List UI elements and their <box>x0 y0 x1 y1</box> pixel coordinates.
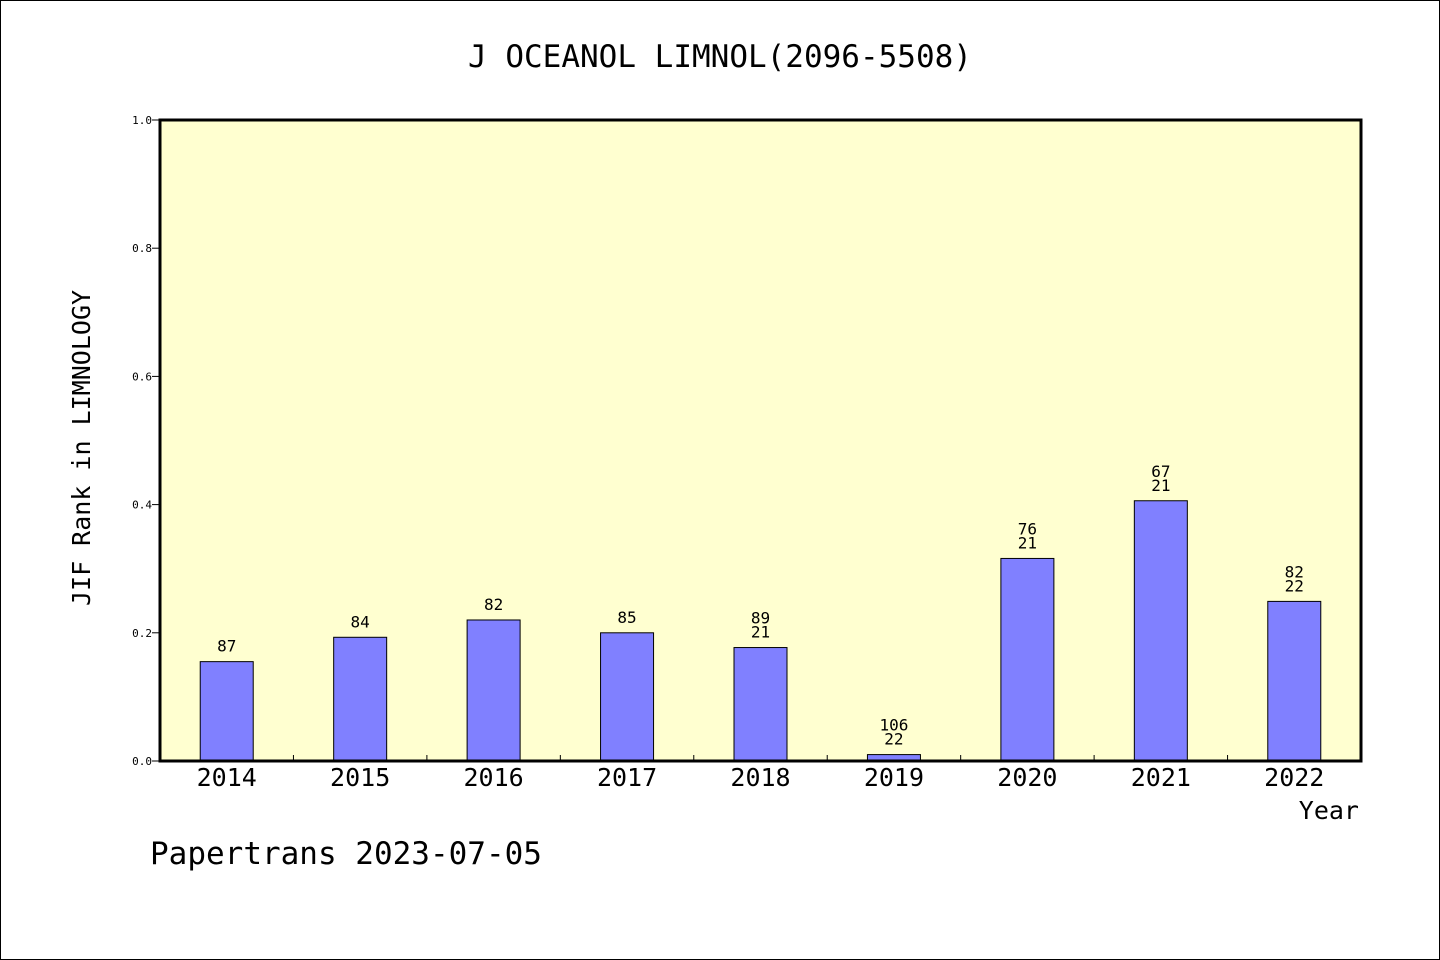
y-tick-label: 0.0 <box>132 755 152 768</box>
bar-data-label: 85 <box>617 608 636 627</box>
x-tick-label: 2016 <box>464 763 524 792</box>
bar-data-label: 84 <box>351 612 370 631</box>
x-tick-label: 2019 <box>864 763 924 792</box>
bar-data-label: 82 <box>484 595 503 614</box>
x-tick-label: 2015 <box>330 763 390 792</box>
bar-data-label: 22 <box>884 730 903 749</box>
y-axis-label: JIF Rank in LIMNOLOGY <box>67 290 96 606</box>
bar <box>600 632 655 762</box>
bars-group <box>199 500 1322 762</box>
bar-data-label: 22 <box>1285 576 1304 595</box>
x-tick-label: 2022 <box>1264 763 1324 792</box>
x-axis: 2014 2015 2016 2017 2018 2019 2020 2021 2022 <box>197 755 1324 792</box>
y-tick-label: 0.4 <box>132 499 152 512</box>
bar-data-label: 89 <box>751 609 770 628</box>
bar-data-label: 76 <box>1018 519 1037 538</box>
bar <box>199 661 254 762</box>
bar <box>333 636 388 762</box>
bar-data-label: 87 <box>217 637 236 656</box>
y-axis: 0.0 0.2 0.4 0.6 0.8 1.0 <box>132 114 160 768</box>
x-tick-label: 2014 <box>197 763 257 792</box>
y-tick-label: 1.0 <box>132 114 152 127</box>
chart-title: J OCEANOL LIMNOL(2096-5508) <box>468 39 972 75</box>
bar-data-label: 106 <box>879 716 908 735</box>
bar <box>466 619 521 762</box>
bar <box>1267 600 1322 762</box>
x-tick-label: 2021 <box>1131 763 1191 792</box>
bar-data-label: 82 <box>1285 562 1304 581</box>
bar <box>1133 500 1188 762</box>
bar-data-label: 21 <box>751 623 770 642</box>
bar-data-label: 21 <box>1018 533 1037 552</box>
x-axis-label: Year <box>1299 796 1359 825</box>
y-tick-label: 0.8 <box>132 242 152 255</box>
bar <box>1000 557 1055 762</box>
y-tick-label: 0.6 <box>132 370 152 383</box>
x-tick-label: 2017 <box>597 763 657 792</box>
bar-data-label: 21 <box>1151 476 1170 495</box>
plot-border <box>158 118 1363 763</box>
bar <box>733 647 788 762</box>
bar-data-label: 67 <box>1151 462 1170 481</box>
y-tick-label: 0.2 <box>132 627 152 640</box>
footer-text: Papertrans 2023-07-05 <box>150 836 542 872</box>
x-tick-label: 2018 <box>730 763 790 792</box>
x-tick-label: 2020 <box>997 763 1057 792</box>
